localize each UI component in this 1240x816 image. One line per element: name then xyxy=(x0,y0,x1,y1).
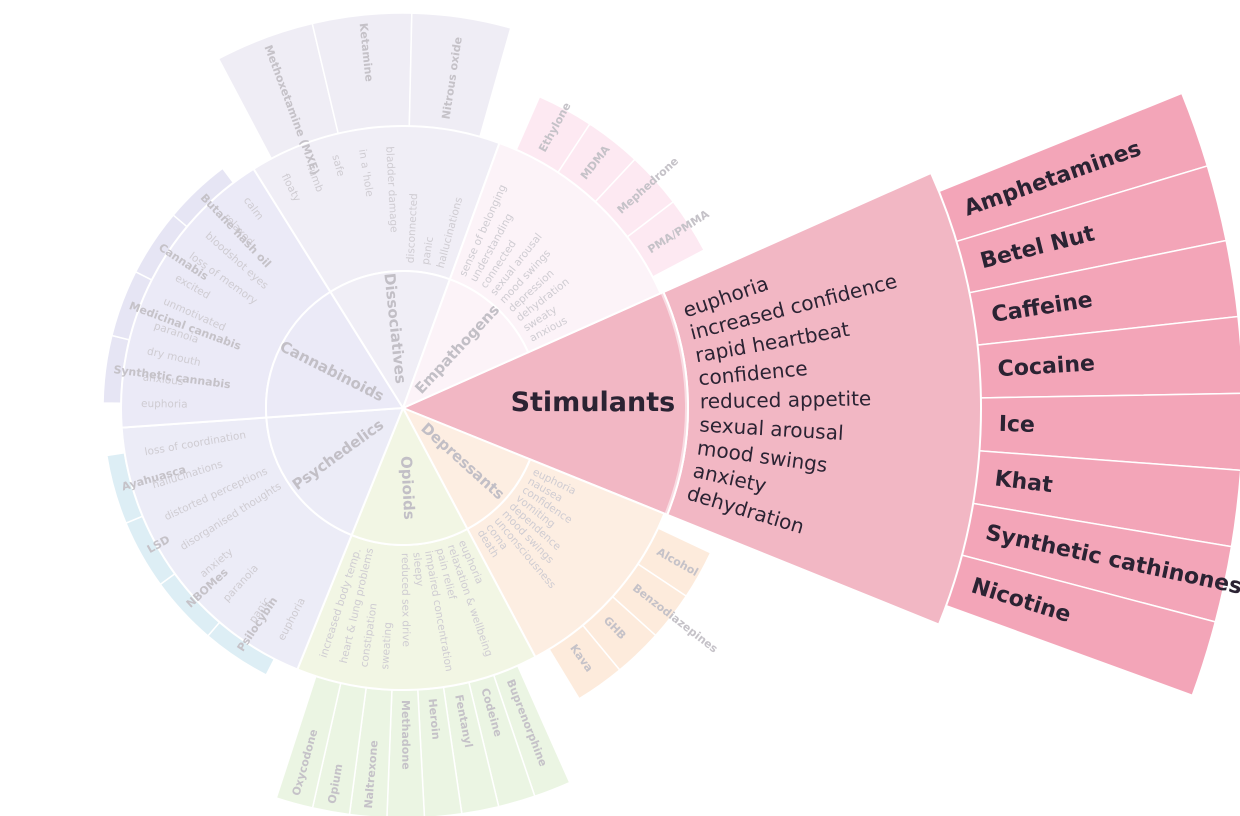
effect-label: panic xyxy=(420,236,436,266)
category-depressants[interactable] xyxy=(400,406,712,700)
drug-label: Heroin xyxy=(426,698,443,740)
effect-label: anxious xyxy=(142,371,184,388)
effect-label: reduced sex drive xyxy=(399,553,412,647)
category-label: Opioids xyxy=(397,456,418,521)
drug-label: Naltrexone xyxy=(362,740,381,809)
drug-label: Ice xyxy=(998,412,1035,438)
drug-label: Ketamine xyxy=(357,22,376,82)
core-psychedelics[interactable] xyxy=(265,406,405,537)
core-dissociatives[interactable] xyxy=(329,270,452,411)
effect-label: euphoria xyxy=(141,398,188,411)
drug-label: Methadone xyxy=(399,700,412,770)
active-ring-divider xyxy=(660,292,688,515)
category-dissociatives[interactable] xyxy=(217,12,512,411)
category-label: Stimulants xyxy=(511,387,676,418)
category-opioids[interactable] xyxy=(275,405,571,816)
category-cannabinoids[interactable] xyxy=(102,167,405,429)
effect-label: sweating xyxy=(379,622,394,670)
effect-label: bladder damage xyxy=(383,146,400,233)
core-opioids[interactable] xyxy=(350,405,469,546)
drug-segment-dissociatives-2[interactable] xyxy=(408,12,512,138)
drug-label: Cocaine xyxy=(997,351,1096,382)
effect-label: safe xyxy=(329,153,346,177)
core-empathogens[interactable] xyxy=(401,277,530,410)
category-psychedelics[interactable] xyxy=(105,406,405,677)
core-cannabinoids[interactable] xyxy=(265,290,405,419)
effect-label: disconnected xyxy=(405,193,421,264)
effect-label: reduced appetite xyxy=(700,386,872,413)
category-stimulants[interactable] xyxy=(400,92,1240,697)
effect-label: sleepy xyxy=(410,552,425,587)
category-empathogens[interactable] xyxy=(401,95,706,410)
core-depressants[interactable] xyxy=(400,406,532,531)
